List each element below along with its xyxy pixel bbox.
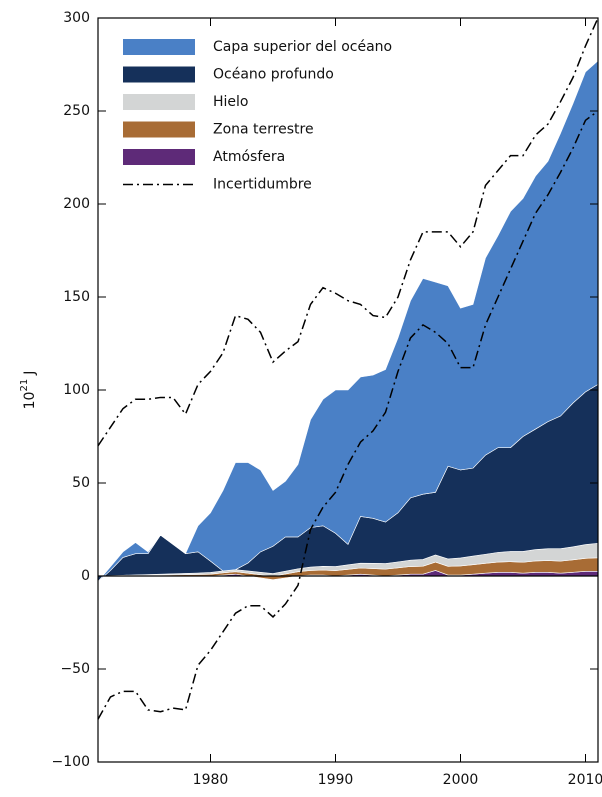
y-tick-label: −100 <box>52 754 90 770</box>
uncertainty-line <box>97 17 599 447</box>
uncertainty-line <box>97 110 599 720</box>
x-tick-label: 2010 <box>568 772 602 788</box>
y-tick-label: 100 <box>63 382 90 398</box>
legend-swatch <box>123 149 195 165</box>
x-tick-label: 1980 <box>193 772 229 788</box>
y-tick-label: −50 <box>60 661 90 677</box>
legend-swatch <box>123 94 195 110</box>
y-tick-label: 50 <box>72 475 90 491</box>
y-tick-label: 0 <box>81 568 90 584</box>
y-tick-label: 150 <box>63 289 90 305</box>
legend-label: Incertidumbre <box>213 177 312 193</box>
legend-swatch <box>123 66 195 83</box>
x-tick-label: 2000 <box>443 772 479 788</box>
legend-label: Hielo <box>213 94 249 110</box>
legend-label: Océano profundo <box>213 67 334 83</box>
legend-swatch <box>123 39 195 55</box>
legend-swatch <box>123 121 195 138</box>
y-tick-label: 300 <box>63 10 90 26</box>
y-tick-label: 250 <box>63 103 90 119</box>
y-axis-label: 1021 J <box>19 371 38 410</box>
y-label-unit: J <box>22 371 38 376</box>
y-tick-label: 200 <box>63 196 90 212</box>
legend-label: Capa superior del océano <box>213 39 392 55</box>
y-label-base: 10 <box>22 392 38 410</box>
legend-label: Atmósfera <box>213 149 285 165</box>
x-tick-label: 1990 <box>318 772 354 788</box>
y-label-exponent: 21 <box>19 379 30 392</box>
legend-label: Zona terrestre <box>213 122 314 138</box>
